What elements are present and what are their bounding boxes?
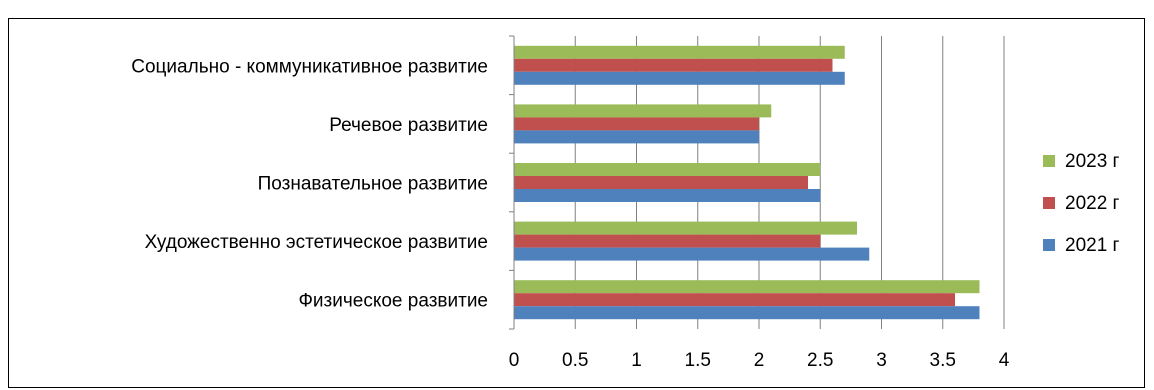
category-label-4: Физическое развитие xyxy=(298,291,488,312)
category-labels: Социально - коммуникативное развитие Рече… xyxy=(131,56,488,311)
category-label-0: Социально - коммуникативное развитие xyxy=(131,56,488,77)
bar-2022-г-4 xyxy=(514,293,955,307)
bar-2022-г-2 xyxy=(514,176,808,189)
x-tick-label-5: 2.5 xyxy=(807,350,833,371)
legend: 2023 г 2022 г 2021 г xyxy=(1043,151,1120,256)
x-tick-label-6: 3 xyxy=(876,350,887,371)
legend-swatch-2022-г xyxy=(1043,197,1055,209)
category-label-2: Познавательное развитие xyxy=(258,174,488,195)
bar-2023-г-2 xyxy=(514,163,821,176)
gridlines xyxy=(574,36,1005,329)
x-tick-label-1: 0.5 xyxy=(562,350,588,371)
bar-2021-г-0 xyxy=(514,71,845,85)
x-tick-label-0: 0 xyxy=(509,350,520,371)
bar-2023-г-0 xyxy=(514,45,845,59)
legend-label-2021-г: 2021 г xyxy=(1065,235,1120,256)
category-label-3: Художественно эстетическое развитие xyxy=(145,232,488,253)
axes xyxy=(509,35,515,330)
legend-label-2023-г: 2023 г xyxy=(1065,151,1120,172)
bar-2022-г-3 xyxy=(514,234,821,248)
legend-swatch-2023-г xyxy=(1043,155,1055,167)
bar-2023-г-3 xyxy=(514,221,857,235)
bar-2023-г-4 xyxy=(514,280,980,294)
legend-swatch-2021-г xyxy=(1043,239,1055,251)
legend-label-2022-г: 2022 г xyxy=(1065,193,1120,214)
bar-2021-г-3 xyxy=(514,247,870,261)
bar-2021-г-4 xyxy=(514,306,980,320)
x-tick-label-2: 1 xyxy=(631,350,642,371)
category-label-1: Речевое развитие xyxy=(329,115,488,136)
bar-2022-г-1 xyxy=(514,117,759,131)
bar-2021-г-1 xyxy=(514,130,759,144)
bar-2022-г-0 xyxy=(514,58,833,72)
x-tick-label-8: 4 xyxy=(999,350,1010,371)
x-tick-label-4: 2 xyxy=(754,350,765,371)
bar-2023-г-1 xyxy=(514,104,772,118)
bar-2021-г-2 xyxy=(514,189,821,202)
x-tick-labels: 0 0.5 1 1.5 2 2.5 3 3.5 4 xyxy=(509,350,1010,371)
bars xyxy=(514,45,980,320)
x-tick-label-3: 1.5 xyxy=(685,350,711,371)
x-tick-label-7: 3.5 xyxy=(930,350,956,371)
